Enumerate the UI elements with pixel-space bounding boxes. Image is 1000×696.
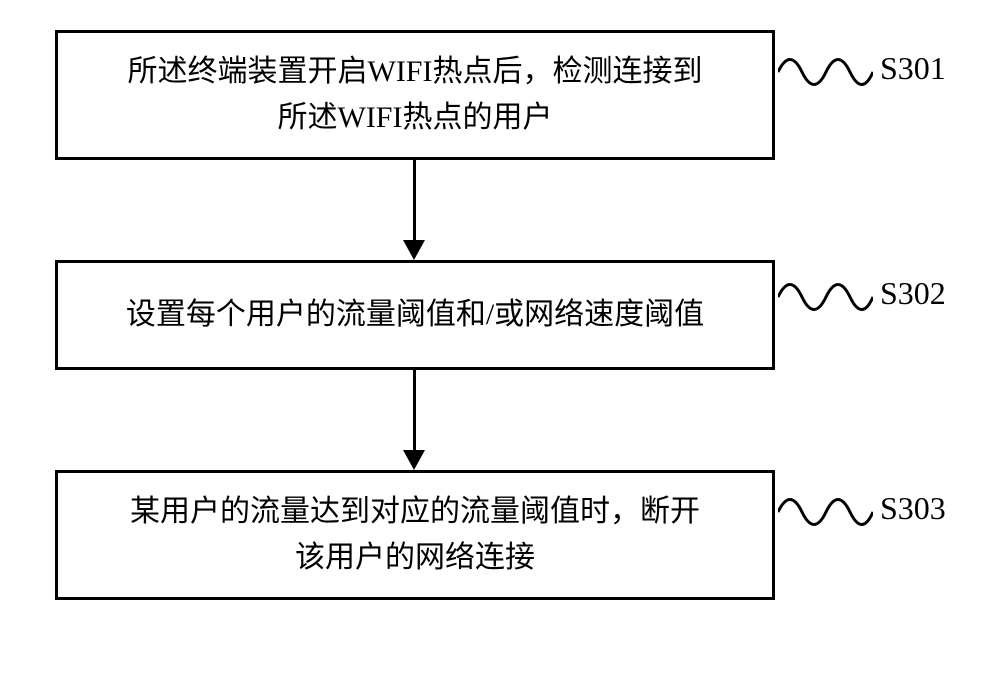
flow-step-s301-text: 所述终端装置开启WIFI热点后，检测连接到 所述WIFI热点的用户 [128,49,703,142]
step-label-s303: S303 [880,490,946,527]
arrow-s302-s303-line [413,370,416,450]
connector-squiggle-s301 [778,45,873,100]
flow-step-s303: 某用户的流量达到对应的流量阈值时，断开 该用户的网络连接 [55,470,775,600]
arrow-s302-s303-head [403,450,425,470]
arrow-s301-s302-head [403,240,425,260]
flow-step-s301: 所述终端装置开启WIFI热点后，检测连接到 所述WIFI热点的用户 [55,30,775,160]
step-label-s301: S301 [880,50,946,87]
flow-step-s302-text: 设置每个用户的流量阈值和/或网络速度阈值 [126,292,704,339]
flow-step-s302: 设置每个用户的流量阈值和/或网络速度阈值 [55,260,775,370]
arrow-s301-s302-line [413,160,416,240]
flowchart-canvas: 所述终端装置开启WIFI热点后，检测连接到 所述WIFI热点的用户 S301 设… [0,0,1000,696]
connector-squiggle-s302 [778,270,873,325]
step-label-s302: S302 [880,275,946,312]
flow-step-s303-text: 某用户的流量达到对应的流量阈值时，断开 该用户的网络连接 [130,489,700,582]
connector-squiggle-s303 [778,485,873,540]
